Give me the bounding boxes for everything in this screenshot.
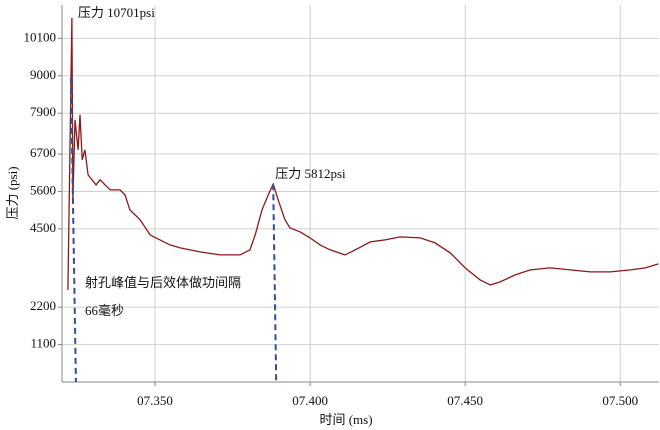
y-axis-label: 压力 (psi) <box>5 166 20 219</box>
data-line <box>67 17 659 290</box>
y-tick-label: 7900 <box>30 104 56 119</box>
peak-guide <box>69 77 77 383</box>
y-tick-label: 5600 <box>30 182 56 197</box>
x-axis-label: 时间 (ms) <box>319 412 372 427</box>
x-tick-label: 07.400 <box>292 393 328 408</box>
y-tick-label: 10100 <box>24 29 57 44</box>
annotation: 压力 5812psi <box>275 166 346 181</box>
peak-guide <box>272 184 278 383</box>
y-tick-label: 9000 <box>30 67 56 82</box>
y-tick-label: 2200 <box>30 298 56 313</box>
y-tick-label: 1100 <box>30 336 56 351</box>
y-tick-label: 4500 <box>30 220 56 235</box>
x-tick-label: 07.500 <box>602 393 638 408</box>
x-tick-label: 07.350 <box>137 393 173 408</box>
annotation: 射孔峰值与后效体做功间隔 <box>85 275 241 290</box>
y-tick-label: 6700 <box>30 145 56 160</box>
x-tick-label: 07.450 <box>447 393 483 408</box>
annotation: 压力 10701psi <box>78 5 155 20</box>
annotation: 66毫秒 <box>85 303 124 318</box>
